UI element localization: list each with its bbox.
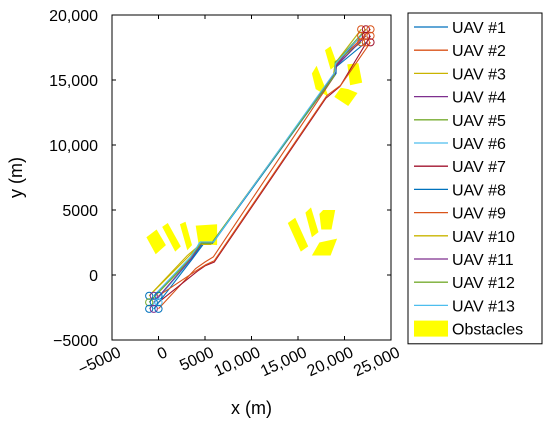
obstacle-9 [287, 217, 309, 252]
legend-label-uav-7: UAV #7 [452, 159, 506, 176]
legend-label-obstacles: Obstacles [452, 322, 523, 339]
legend-label-uav-11: UAV #11 [452, 252, 514, 269]
trajectory-uav-3 [148, 35, 362, 297]
legend-label-uav-5: UAV #5 [452, 113, 506, 130]
start-marker-9 [154, 304, 163, 313]
goal-marker-9 [366, 38, 375, 47]
y-tick-label: 5000 [62, 203, 98, 220]
obstacle-7 [347, 63, 363, 86]
goal-marker-2 [361, 25, 370, 34]
legend-label-uav-2: UAV #2 [452, 43, 506, 60]
trajectory-uav-10 [148, 28, 362, 297]
x-tick-label: 20,000 [305, 344, 357, 380]
goal-marker-5 [361, 31, 370, 40]
x-tick-label: 15,000 [258, 344, 310, 380]
obstacle-11 [319, 210, 336, 230]
y-tick-label: −5000 [53, 333, 98, 350]
obstacle-4 [195, 224, 218, 246]
legend: UAV #1 UAV #2 UAV #3 UAV #4 UAV #5 UAV #6 UAV … [407, 12, 543, 345]
legend-label-uav-9: UAV #9 [452, 206, 506, 223]
y-tick-label: 15,000 [49, 73, 98, 90]
x-tick-label: 0 [155, 344, 170, 363]
start-marker-4 [145, 298, 154, 307]
trajectory-uav-8 [153, 41, 367, 310]
obstacle-layer [146, 46, 363, 256]
y-tick-label: 0 [89, 268, 98, 285]
legend-label-uav-3: UAV #3 [452, 66, 506, 83]
obstacle-3 [179, 221, 192, 251]
legend-label-uav-6: UAV #6 [452, 136, 506, 153]
marker-layer [145, 25, 375, 313]
legend-label-uav-4: UAV #4 [452, 90, 506, 107]
goal-marker-3 [366, 25, 375, 34]
goal-marker-6 [366, 31, 375, 40]
goal-marker-4 [357, 31, 366, 40]
obstacle-6 [325, 46, 338, 70]
obstacle-12 [311, 238, 338, 256]
y-axis-label: y (m) [6, 157, 26, 198]
trajectory-uav-13 [153, 35, 362, 297]
legend-label-uav-10: UAV #10 [452, 229, 515, 246]
tick-layer: −5000 0 500010,00015,00020,00025,000−50000… [49, 8, 403, 380]
goal-marker-7 [357, 38, 366, 47]
start-marker-5 [149, 298, 158, 307]
legend-label-uav-12: UAV #12 [452, 275, 515, 292]
trajectory-layer [148, 28, 371, 310]
start-marker-2 [149, 291, 158, 300]
start-marker-3 [154, 291, 163, 300]
start-marker-8 [149, 304, 158, 313]
goal-marker-8 [361, 38, 370, 47]
legend-label-uav-8: UAV #8 [452, 182, 506, 199]
x-tick-label: 10,000 [212, 344, 264, 380]
obstacle-10 [305, 207, 319, 238]
start-marker-1 [145, 291, 154, 300]
legend-label-uav-1: UAV #1 [452, 20, 506, 37]
start-marker-6 [154, 298, 163, 307]
legend-box [407, 12, 543, 345]
trajectory-uav-9 [158, 41, 371, 297]
obstacle-2 [162, 223, 181, 252]
obstacle-8 [334, 87, 358, 106]
y-tick-label: 20,000 [49, 8, 98, 25]
legend-label-uav-13: UAV #13 [452, 298, 515, 315]
y-tick-label: 10,000 [49, 138, 98, 155]
x-tick-label: 5000 [177, 344, 217, 374]
trajectory-uav-2 [158, 28, 371, 310]
start-marker-7 [145, 304, 154, 313]
x-tick-label: 25,000 [351, 344, 403, 380]
obstacle-1 [146, 229, 166, 255]
legend-swatch-obstacles [414, 320, 448, 337]
goal-marker-1 [357, 25, 366, 34]
x-axis-label: x (m) [231, 398, 272, 418]
